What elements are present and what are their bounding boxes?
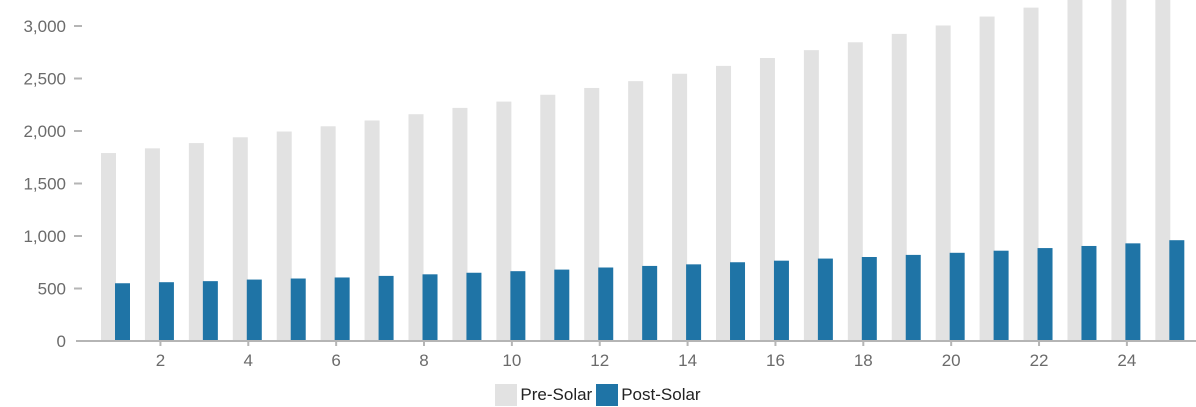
bar-pre-solar-17[interactable]: [803, 50, 819, 342]
bar-post-solar-16[interactable]: [773, 260, 789, 341]
x-tick-label: 22: [1030, 351, 1049, 370]
bar-pre-solar-2[interactable]: [144, 148, 160, 341]
bar-pre-solar-16[interactable]: [759, 58, 775, 342]
bar-pre-solar-7[interactable]: [364, 120, 380, 342]
y-tick-label: 0: [57, 332, 66, 351]
x-tick-label: 14: [678, 351, 697, 370]
bar-pre-solar-6[interactable]: [320, 126, 336, 341]
bar-post-solar-8[interactable]: [422, 274, 438, 341]
bar-post-solar-14[interactable]: [686, 264, 702, 341]
bar-pre-solar-11[interactable]: [540, 94, 556, 341]
y-tick-label: 3,000: [23, 17, 66, 36]
legend-label-post-solar: Post-Solar: [621, 385, 701, 404]
bar-pre-solar-12[interactable]: [584, 87, 600, 341]
legend-item-post-solar[interactable]: Post-Solar: [596, 384, 701, 406]
bar-pre-solar-21[interactable]: [979, 16, 995, 342]
bar-pre-solar-22[interactable]: [1023, 7, 1039, 342]
legend-label-pre-solar: Pre-Solar: [520, 385, 593, 404]
bar-pre-solar-10[interactable]: [496, 101, 512, 341]
y-tick-label: 1,500: [23, 175, 66, 194]
x-tick-label: 6: [331, 351, 340, 370]
bar-pre-solar-9[interactable]: [452, 107, 468, 342]
y-tick-label: 500: [38, 280, 66, 299]
bar-post-solar-20[interactable]: [949, 252, 965, 341]
legend-swatch-pre-solar: [495, 384, 518, 406]
x-tick-label: 18: [854, 351, 873, 370]
bar-post-solar-25[interactable]: [1169, 240, 1185, 341]
bar-post-solar-22[interactable]: [1037, 248, 1053, 341]
x-tick-label: 24: [1117, 351, 1136, 370]
bar-post-solar-23[interactable]: [1081, 245, 1097, 341]
bar-pre-solar-3[interactable]: [188, 143, 204, 341]
bar-pre-solar-15[interactable]: [716, 65, 732, 342]
pre-solar-series: [101, 0, 1171, 342]
x-tick-label: 12: [590, 351, 609, 370]
bar-pre-solar-4[interactable]: [232, 137, 248, 341]
bar-post-solar-1[interactable]: [115, 283, 130, 341]
x-tick-label: 20: [942, 351, 961, 370]
y-tick-label: 2,000: [23, 122, 66, 141]
bar-pre-solar-18[interactable]: [847, 42, 863, 342]
bar-pre-solar-24[interactable]: [1111, 0, 1127, 341]
x-tick-label: 2: [156, 351, 165, 370]
bar-post-solar-12[interactable]: [598, 267, 614, 342]
bar-post-solar-19[interactable]: [905, 254, 921, 341]
x-tick-label: 4: [244, 351, 253, 370]
bar-post-solar-3[interactable]: [202, 281, 218, 341]
bar-post-solar-9[interactable]: [466, 272, 482, 341]
bar-post-solar-24[interactable]: [1125, 243, 1141, 341]
bar-post-solar-15[interactable]: [730, 262, 746, 341]
bar-pre-solar-19[interactable]: [891, 33, 907, 342]
bar-post-solar-17[interactable]: [817, 258, 833, 341]
bar-post-solar-10[interactable]: [510, 271, 526, 341]
legend-item-pre-solar[interactable]: Pre-Solar: [495, 384, 592, 406]
x-tick-label: 8: [419, 351, 428, 370]
bar-post-solar-2[interactable]: [158, 282, 174, 341]
bar-pre-solar-5[interactable]: [276, 131, 292, 341]
post-solar-series: [115, 240, 1185, 342]
bar-pre-solar-23[interactable]: [1067, 0, 1083, 341]
x-tick-label: 10: [502, 351, 521, 370]
bar-pre-solar-25[interactable]: [1155, 0, 1171, 341]
bar-post-solar-4[interactable]: [246, 279, 262, 341]
bar-pre-solar-14[interactable]: [672, 73, 688, 342]
y-tick-label: 2,500: [23, 70, 66, 89]
bar-pre-solar-20[interactable]: [935, 25, 951, 341]
x-tick-label: 16: [766, 351, 785, 370]
bar-pre-solar-8[interactable]: [408, 114, 424, 341]
legend: Pre-Solar Post-Solar: [0, 383, 1196, 407]
y-tick-label: 1,000: [23, 227, 66, 246]
bar-pre-solar-1[interactable]: [101, 153, 116, 341]
bar-post-solar-5[interactable]: [290, 278, 306, 341]
bar-pre-solar-13[interactable]: [628, 81, 644, 342]
bar-post-solar-6[interactable]: [334, 277, 350, 341]
bar-post-solar-13[interactable]: [642, 265, 658, 341]
y-axis: 0 500 1,000 1,500 2,000 2,500 3,000: [23, 17, 82, 351]
bar-post-solar-11[interactable]: [554, 269, 570, 341]
bar-post-solar-21[interactable]: [993, 250, 1009, 341]
legend-swatch-post-solar: [596, 384, 619, 406]
x-axis: 2 4 6 8 10 12 14 16 18 20 22 24: [76, 340, 1196, 370]
bar-post-solar-18[interactable]: [861, 257, 877, 341]
bar-post-solar-7[interactable]: [378, 275, 394, 341]
